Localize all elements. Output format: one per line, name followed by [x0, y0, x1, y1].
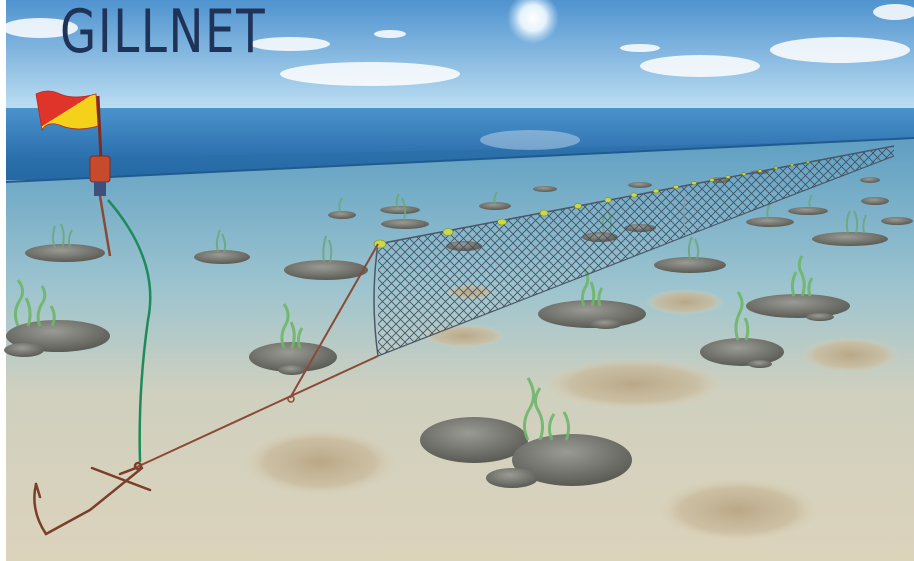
underwater — [6, 138, 914, 561]
buoy-line — [107, 199, 152, 463]
sky — [6, 0, 914, 112]
seaweed-icon — [13, 255, 814, 441]
anchor-rope — [125, 243, 379, 473]
rock-icon — [4, 294, 850, 488]
float-icon — [373, 160, 810, 249]
page-title: GILLNET — [60, 0, 267, 67]
flag-icon — [35, 90, 99, 132]
cloud-icon — [2, 4, 914, 86]
sun-icon — [507, 0, 559, 44]
buoy-icon — [89, 95, 112, 257]
gravel-patch-icon — [242, 284, 900, 542]
seaweed-icon — [52, 191, 867, 263]
anchor-icon — [33, 461, 152, 536]
